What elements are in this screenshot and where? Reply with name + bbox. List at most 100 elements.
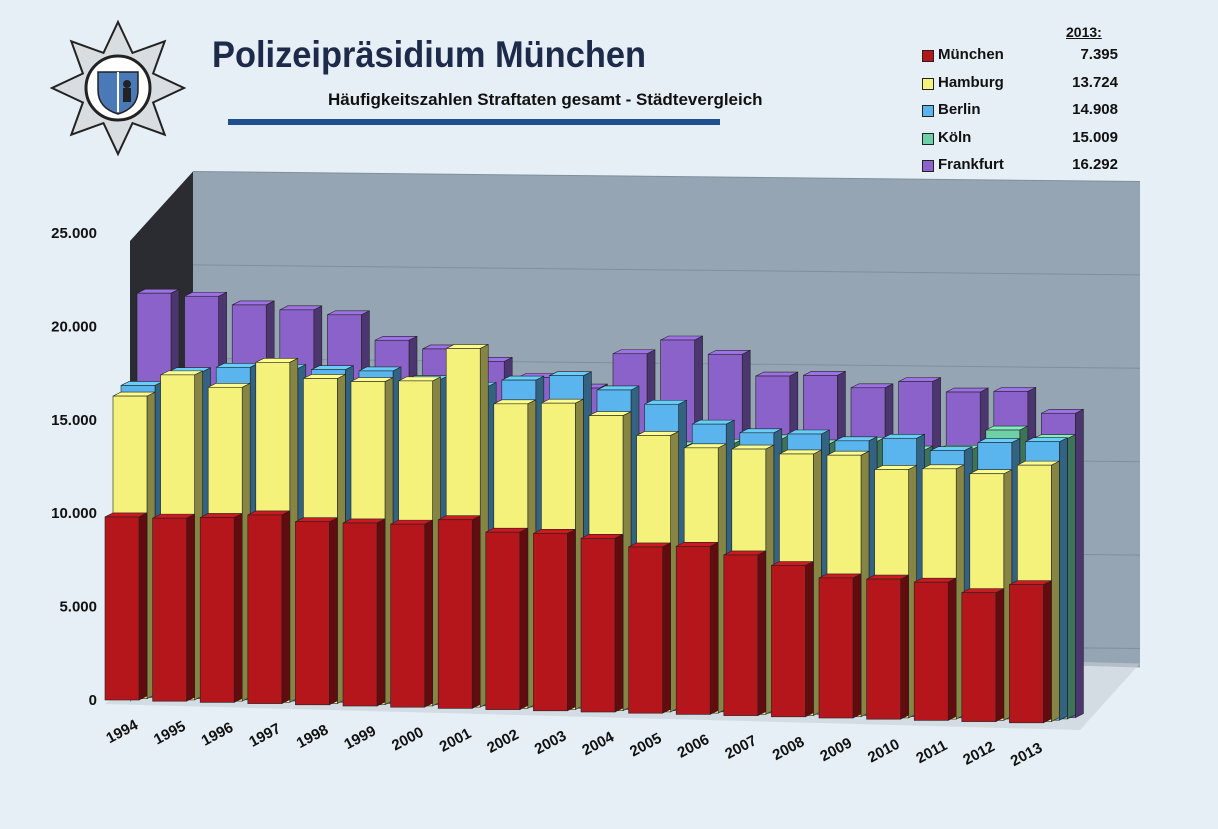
bar-side xyxy=(519,527,529,711)
bar-top xyxy=(398,376,441,382)
x-tick-label: 2007 xyxy=(722,732,759,763)
bar-top xyxy=(787,429,830,435)
y-tick-label: 5.000 xyxy=(59,599,97,616)
bar xyxy=(866,574,909,720)
x-tick-label: 2009 xyxy=(817,735,854,766)
bar-side xyxy=(1059,437,1068,721)
monk-figure-icon xyxy=(123,80,131,88)
bar-front xyxy=(771,565,806,718)
bar-top xyxy=(216,362,259,368)
bar-top xyxy=(112,391,156,397)
legend-entry-name: Berlin xyxy=(938,101,981,118)
legend-entry-name: Köln xyxy=(938,128,972,146)
legend-entry: Berlin 14.908 xyxy=(922,101,1142,121)
legend-swatch xyxy=(922,105,934,117)
bar-top xyxy=(612,349,656,355)
title-underline xyxy=(228,119,720,125)
bar xyxy=(295,517,338,706)
bar-front xyxy=(533,533,568,712)
y-tick-label: 0 xyxy=(89,692,97,709)
bar xyxy=(675,541,719,715)
bar-top xyxy=(628,542,671,548)
bar-top xyxy=(771,561,814,566)
bar-front xyxy=(818,577,854,719)
legend-entry-name: München xyxy=(938,46,1004,63)
bar-top xyxy=(803,371,846,376)
bar-top xyxy=(1009,580,1052,585)
bar-top xyxy=(961,588,1004,594)
bar-top xyxy=(255,358,298,363)
bar-front xyxy=(199,517,235,703)
bar-side xyxy=(947,577,957,721)
bar-top xyxy=(874,465,917,470)
bar-top xyxy=(160,370,203,376)
x-tick-label: 1997 xyxy=(246,720,283,751)
bar-top xyxy=(596,385,640,391)
bar-top xyxy=(247,510,290,516)
legend-entry-value: 16.292 xyxy=(1072,156,1118,173)
bar xyxy=(961,588,1005,723)
bar-front xyxy=(247,514,283,704)
bar-front xyxy=(342,522,378,707)
bar-top xyxy=(708,349,751,355)
monk-body-icon xyxy=(123,88,131,102)
bar-top xyxy=(684,443,727,449)
bar-top xyxy=(588,411,632,416)
bar-front xyxy=(913,581,949,721)
x-tick-label: 1999 xyxy=(341,723,378,754)
legend-swatch xyxy=(922,77,934,90)
bar xyxy=(580,533,624,713)
bar-side xyxy=(1075,408,1084,719)
bar-front xyxy=(152,517,187,702)
bar-top xyxy=(104,512,148,518)
bar-top xyxy=(303,374,346,379)
police-star-logo xyxy=(49,19,187,157)
legend-entry: Köln 15.009 xyxy=(922,129,1142,149)
bar-side xyxy=(376,518,386,707)
bar-top xyxy=(1025,437,1068,443)
legend-entry-name: Hamburg xyxy=(938,73,1004,91)
x-tick-label: 2000 xyxy=(389,724,426,755)
bar-top xyxy=(993,387,1036,392)
bar-side xyxy=(757,550,767,717)
bar-front xyxy=(104,516,140,701)
bar-front xyxy=(437,519,473,709)
bar-top xyxy=(208,382,251,388)
bar xyxy=(104,512,148,701)
y-tick-label: 25.000 xyxy=(51,225,97,242)
bar-top xyxy=(969,469,1012,475)
bar xyxy=(437,515,481,709)
bar-top xyxy=(818,573,862,579)
legend-entry-value: 15.009 xyxy=(1072,128,1118,146)
legend-swatch xyxy=(922,132,934,145)
x-tick-label: 2005 xyxy=(627,730,664,761)
x-tick-label: 2002 xyxy=(484,726,521,757)
x-tick-label: 2013 xyxy=(1008,739,1045,770)
legend-entry-value: 7.395 xyxy=(1080,46,1118,63)
bar-side xyxy=(281,510,291,705)
bar-top xyxy=(866,574,909,580)
bar-top xyxy=(882,433,925,439)
x-tick-label: 1998 xyxy=(294,721,331,752)
bar xyxy=(152,513,195,702)
bar-top xyxy=(327,310,370,316)
bar-front xyxy=(961,592,997,722)
bar xyxy=(818,573,862,719)
bar-top xyxy=(977,438,1020,443)
bar xyxy=(342,518,386,707)
bar-side xyxy=(329,517,338,706)
bar-front xyxy=(866,578,901,720)
page-subtitle: Häufigkeitszahlen Straftaten gesamt - St… xyxy=(328,90,763,109)
legend-entry-name: Frankfurt xyxy=(938,156,1004,173)
bar-top xyxy=(279,305,322,311)
bar xyxy=(628,542,671,714)
gridline xyxy=(192,171,1141,182)
bar-front xyxy=(580,537,616,713)
x-tick-label: 1996 xyxy=(199,719,236,750)
bar-side xyxy=(852,573,862,719)
x-tick-label: 2011 xyxy=(913,737,950,767)
x-tick-label: 2004 xyxy=(579,728,617,759)
bar-front xyxy=(723,554,759,716)
bar-side xyxy=(662,542,671,714)
